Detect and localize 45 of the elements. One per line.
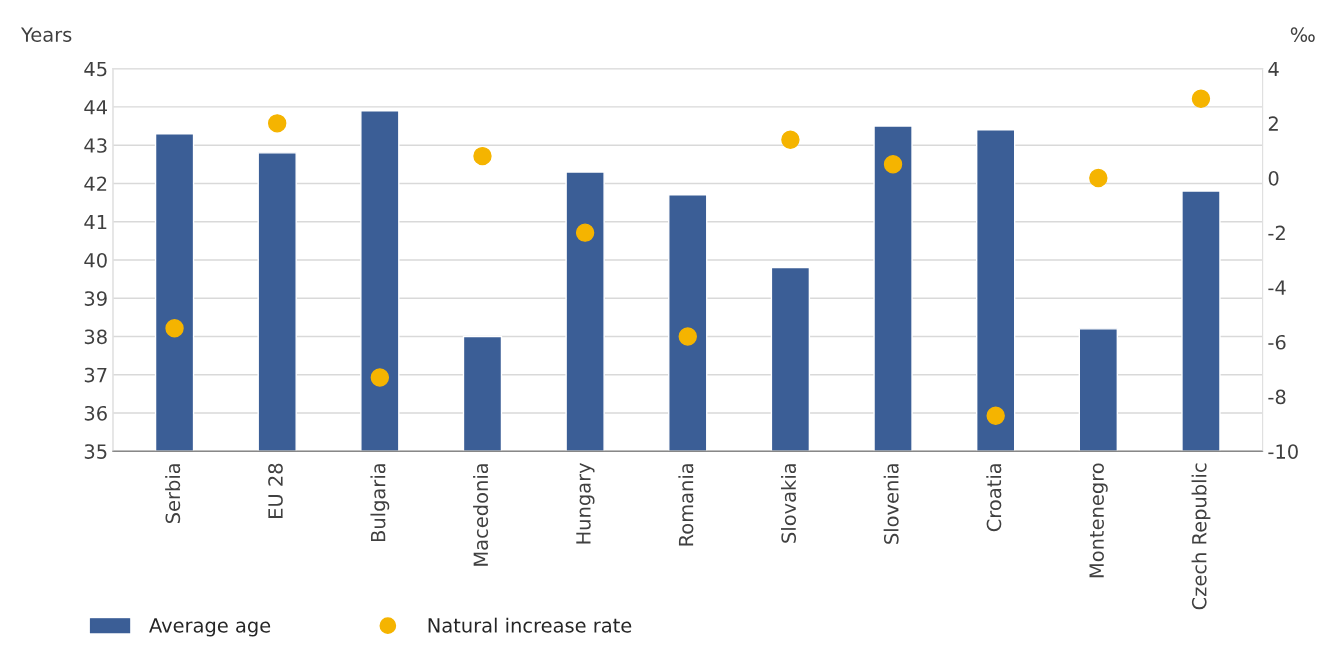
y2-tick-label: -4 <box>1268 280 1286 295</box>
y2-tick-label: -6 <box>1268 334 1286 350</box>
point <box>678 327 697 346</box>
y-tick-label: 39 <box>84 291 107 306</box>
x-tick-label: Romania <box>678 464 694 546</box>
y2-tick-label: 4 <box>1268 61 1279 77</box>
x-tick-label: Czech Republic <box>1191 463 1211 610</box>
x-tick-label: Montenegro <box>1089 463 1108 578</box>
point <box>575 223 595 242</box>
y-tick-label: 38 <box>84 329 107 345</box>
legend-label: Average age <box>149 618 271 637</box>
x-tick-label: EU 28 <box>268 463 283 518</box>
y2-tick-label: 2 <box>1268 116 1278 131</box>
y2-axis-title: ‰ <box>1290 27 1315 42</box>
point <box>986 406 1005 425</box>
y-tick-label: 41 <box>84 214 107 230</box>
point <box>781 130 800 149</box>
point <box>370 368 390 387</box>
x-tick-label: Slovenia <box>883 464 899 544</box>
y-tick-label: 40 <box>84 252 107 268</box>
point <box>883 155 903 174</box>
y-tick-label: 43 <box>84 138 107 153</box>
x-tick-label: Serbia <box>165 464 181 524</box>
y-tick-label: 35 <box>84 444 107 459</box>
legend-label: Natural increase rate <box>428 617 632 633</box>
y-tick-label: 44 <box>84 100 108 115</box>
y-tick-label: 45 <box>84 61 107 77</box>
y-tick-label: 36 <box>84 405 107 421</box>
x-tick-label: Hungary <box>576 462 595 544</box>
y-tick-label: 42 <box>84 176 107 191</box>
x-tick-label: Croatia <box>986 464 1002 532</box>
y2-tick-label: 0 <box>1268 170 1279 186</box>
y2-tick-label: -2 <box>1268 225 1285 241</box>
point <box>1191 89 1211 108</box>
point <box>473 146 492 166</box>
x-tick-label: Macedonia <box>473 464 489 566</box>
y2-tick-label: -10 <box>1268 444 1298 459</box>
point <box>1089 168 1108 188</box>
point <box>165 319 184 338</box>
point <box>267 114 287 133</box>
x-tick-label: Slovakia <box>780 464 797 543</box>
y2-tick-label: -8 <box>1268 389 1286 405</box>
x-tick-label: Bulgaria <box>370 464 390 542</box>
y-axis-title: Years <box>20 27 72 42</box>
y-tick-label: 37 <box>84 367 107 383</box>
